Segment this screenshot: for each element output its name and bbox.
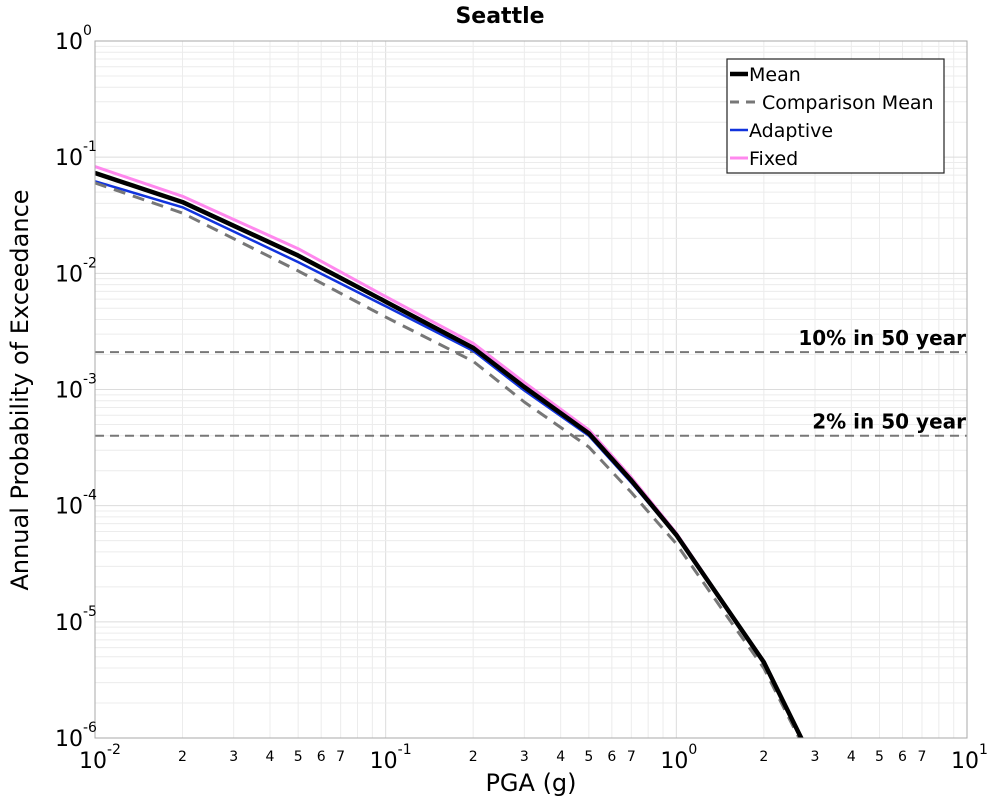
legend-label: Fixed xyxy=(749,148,798,170)
y-major-tick-label: 10-1 xyxy=(55,139,97,171)
legend-box xyxy=(726,58,945,174)
x-major-tick-label: 10-1 xyxy=(370,742,412,774)
y-major-tick-label: 100 xyxy=(55,23,92,55)
x-minor-tick-label: 3 xyxy=(229,749,238,765)
x-minor-tick-label: 2 xyxy=(759,749,768,765)
y-major-tick-label: 10-2 xyxy=(55,255,97,287)
grid xyxy=(94,41,967,739)
y-axis-title: Annual Probability of Exceedance xyxy=(6,189,34,590)
series-line-comparison-mean xyxy=(95,181,801,738)
reference-line-label: 2% in 50 year xyxy=(812,410,966,434)
x-major-tick-label: 10-2 xyxy=(79,742,121,774)
reference-lines: 10% in 50 year 2% in 50 year xyxy=(95,326,967,437)
series-line-fixed xyxy=(95,165,804,738)
x-minor-tick-label: 6 xyxy=(607,749,616,765)
x-minor-tick-label: 6 xyxy=(317,749,326,765)
x-minor-tick-label: 2 xyxy=(469,749,478,765)
x-minor-tick-label: 7 xyxy=(627,749,636,765)
x-minor-tick-label: 3 xyxy=(520,749,529,765)
chart-title: Seattle xyxy=(455,4,544,29)
x-minor-tick-label: 7 xyxy=(336,749,345,765)
x-minor-tick-label: 4 xyxy=(556,749,565,765)
x-minor-tick-label: 4 xyxy=(266,749,275,765)
y-major-tick-label: 10-3 xyxy=(55,372,97,404)
x-minor-tick-label: 7 xyxy=(918,749,927,765)
series-lines xyxy=(95,165,804,738)
legend: Mean Comparison Mean Adaptive Fixed xyxy=(726,58,945,174)
x-minor-tick-label: 3 xyxy=(811,749,820,765)
x-minor-tick-label: 4 xyxy=(847,749,856,765)
y-major-tick-label: 10-4 xyxy=(55,488,97,520)
series-line-mean xyxy=(95,170,804,738)
legend-label: Mean xyxy=(749,64,801,86)
x-major-tick-label: 101 xyxy=(951,742,988,774)
x-axis-title: PGA (g) xyxy=(485,769,576,797)
legend-label: Adaptive xyxy=(749,120,833,142)
x-minor-tick-label: 5 xyxy=(584,749,593,765)
x-minor-tick-label: 6 xyxy=(898,749,907,765)
x-minor-tick-label: 5 xyxy=(294,749,303,765)
x-minor-tick-label: 5 xyxy=(875,749,884,765)
legend-label: Comparison Mean xyxy=(762,92,934,114)
y-major-tick-label: 10-5 xyxy=(55,604,97,636)
reference-line-label: 10% in 50 year xyxy=(798,326,966,350)
x-minor-tick-label: 2 xyxy=(178,749,187,765)
plot-frame xyxy=(94,40,968,739)
y-major-tick-label: 10-6 xyxy=(55,720,97,752)
x-major-tick-label: 100 xyxy=(660,742,697,774)
